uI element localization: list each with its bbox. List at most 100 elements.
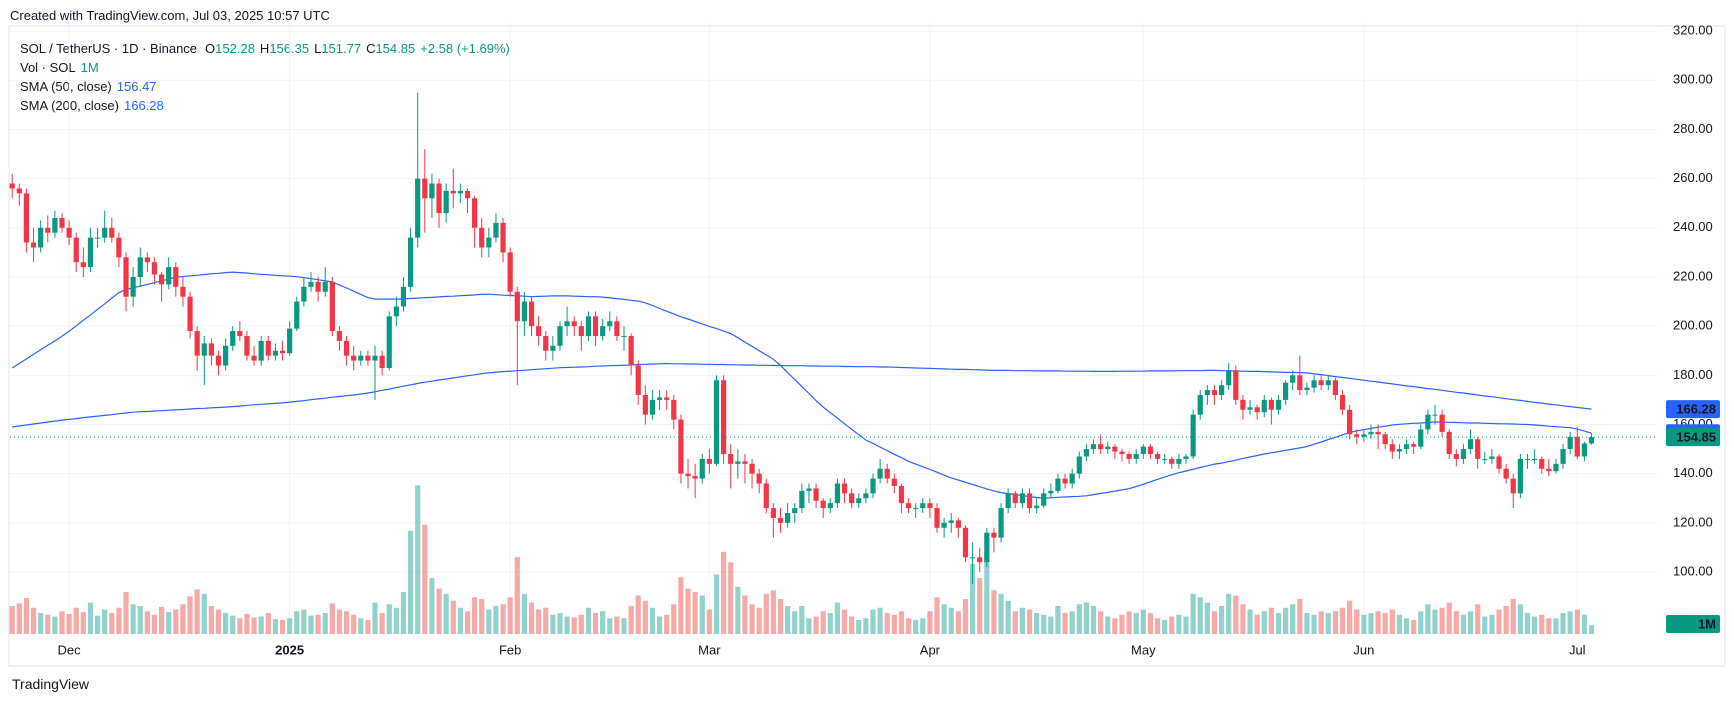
- candle-body: [73, 237, 79, 263]
- volume-bar: [550, 614, 556, 634]
- volume-bar: [1382, 613, 1388, 634]
- volume-bar: [820, 611, 826, 634]
- volume-bar: [770, 590, 776, 634]
- volume-bar: [1012, 611, 1018, 634]
- candle-body: [1041, 493, 1047, 506]
- candle-body: [1453, 454, 1459, 459]
- candle-body: [1119, 451, 1125, 455]
- legend-row: SMA (50, close) 156.47: [20, 77, 510, 96]
- volume-bar: [230, 615, 236, 634]
- volume-bar: [415, 485, 421, 634]
- volume-bar: [536, 609, 542, 634]
- volume-bar: [1531, 616, 1538, 634]
- candle-body: [144, 257, 150, 263]
- candle-body: [1062, 478, 1068, 484]
- volume-bar: [386, 604, 392, 634]
- candle-body: [913, 508, 919, 510]
- candle-body: [322, 281, 328, 292]
- candle-body: [1403, 444, 1410, 450]
- volume-bar: [493, 606, 499, 634]
- y-tick-label: 100.00: [1673, 563, 1713, 578]
- volume-bar: [1567, 611, 1573, 634]
- ohlc-value: 152.28: [215, 41, 255, 56]
- volume-bar: [592, 613, 599, 634]
- candle-body: [80, 262, 86, 268]
- candle-body: [343, 340, 350, 356]
- candle-body: [173, 267, 179, 287]
- chart-frame: [8, 25, 1726, 667]
- candle-body: [585, 316, 592, 336]
- volume-bar: [1411, 620, 1417, 634]
- volume-bar: [1062, 613, 1068, 634]
- candle-body: [358, 355, 364, 361]
- candle-body: [187, 296, 193, 332]
- x-tick-label: Apr: [920, 642, 941, 657]
- candle-body: [849, 493, 855, 504]
- volume-bar: [87, 602, 94, 634]
- candle-body: [1297, 375, 1303, 391]
- candle-body: [9, 183, 15, 189]
- candle-body: [336, 331, 343, 341]
- volume-bar: [407, 530, 414, 634]
- candle-body: [543, 335, 549, 351]
- volume-name: Vol · SOL: [20, 60, 76, 75]
- volume-bar: [336, 609, 343, 634]
- candle-body: [1439, 414, 1445, 432]
- volume-bar: [1169, 616, 1175, 634]
- volume-bar: [1069, 611, 1075, 634]
- volume-bar: [884, 613, 890, 634]
- volume-value: 1M: [80, 60, 99, 75]
- volume-bar: [1218, 606, 1225, 634]
- volume-bar: [393, 607, 399, 634]
- candle-body: [123, 257, 129, 297]
- x-tick-label: Dec: [58, 642, 82, 657]
- volume-bar: [678, 577, 684, 634]
- candle-body: [472, 198, 478, 228]
- volume-bar: [856, 620, 862, 634]
- candle-body: [1283, 382, 1289, 400]
- candle-body: [223, 345, 229, 366]
- volume-bar: [1233, 595, 1239, 634]
- candle-body: [486, 237, 492, 248]
- volume-bar: [1083, 602, 1090, 634]
- candle-body: [1510, 478, 1516, 494]
- candle-body: [130, 276, 136, 297]
- candle-body: [45, 227, 51, 233]
- candle-body: [1133, 454, 1139, 459]
- volume-bar: [1482, 616, 1488, 634]
- candle-body: [215, 355, 222, 366]
- volume-bar: [955, 611, 961, 634]
- symbol-title: SOL / TetherUS · 1D · Binance: [20, 41, 198, 56]
- volume-bar: [1048, 616, 1054, 634]
- volume-bar: [400, 592, 407, 634]
- candle-body: [1261, 399, 1267, 413]
- candle-body: [1347, 409, 1353, 435]
- volume-bar: [1162, 620, 1168, 634]
- candle-body: [493, 222, 499, 238]
- volume-bar: [1546, 618, 1552, 634]
- candle-body: [386, 316, 392, 368]
- legend-row: SOL / TetherUS · 1D · BinanceO152.28H156…: [20, 39, 510, 58]
- candle-body: [742, 461, 748, 464]
- candle-body: [1147, 446, 1154, 455]
- legend: SOL / TetherUS · 1D · Binance O152.28 H 156…: [20, 39, 510, 115]
- volume-bar: [1396, 614, 1403, 634]
- ohlc-field: C: [366, 41, 376, 56]
- candle-body: [507, 252, 513, 292]
- candle-body: [1375, 431, 1381, 435]
- candle-body: [365, 355, 371, 361]
- volume-bar: [1389, 609, 1395, 634]
- volume-bar: [628, 606, 634, 634]
- volume-bar: [1439, 607, 1445, 634]
- candle-body: [294, 301, 300, 329]
- volume-bar: [905, 618, 912, 634]
- candle-body: [1503, 468, 1509, 479]
- volume-bar: [756, 607, 762, 634]
- volume-bar: [479, 599, 485, 634]
- volume-bar: [977, 578, 983, 634]
- volume-bar: [1453, 611, 1459, 634]
- candle-body: [1275, 399, 1282, 410]
- candle-body: [1425, 414, 1431, 430]
- candle-body: [841, 483, 848, 494]
- volume-bar: [1560, 613, 1566, 634]
